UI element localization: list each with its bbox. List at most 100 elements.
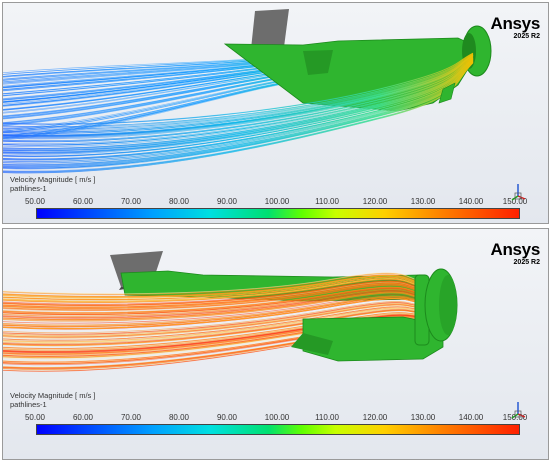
pathline xyxy=(3,272,424,295)
tick-label: 60.00 xyxy=(72,413,94,422)
legend-ticks: 50.00 60.00 70.00 80.00 90.00 100.00 110… xyxy=(13,413,527,423)
pathline-scene-top xyxy=(3,9,492,174)
tick-label: 80.00 xyxy=(168,413,190,422)
tick-label: 90.00 xyxy=(216,413,238,422)
pathline xyxy=(3,309,424,346)
pathline xyxy=(3,56,474,143)
legend-title: Velocity Magnitude [ m/s ] pathlines-1 xyxy=(10,391,95,409)
tick-label: 60.00 xyxy=(72,197,94,206)
tick-label: 70.00 xyxy=(120,197,142,206)
pathline xyxy=(3,56,474,146)
velocity-colorbar xyxy=(36,424,520,435)
pathline xyxy=(3,59,474,157)
pathline xyxy=(3,310,424,347)
tick-label: 110.00 xyxy=(315,413,339,422)
tick-label: 140.00 xyxy=(458,413,484,422)
tick-label: 130.00 xyxy=(410,197,436,206)
ansys-logo: Ansys 2025 R2 xyxy=(490,241,540,267)
pathline xyxy=(3,52,474,125)
pathline xyxy=(3,315,424,355)
pathline xyxy=(3,282,424,308)
pathline xyxy=(3,61,474,166)
axis-triad-icon[interactable] xyxy=(509,181,527,203)
pathline xyxy=(3,312,424,349)
pathline xyxy=(3,283,424,309)
pathline xyxy=(3,302,424,335)
pathline xyxy=(3,58,474,152)
pathline xyxy=(3,57,474,149)
pathline xyxy=(3,295,424,326)
pathline xyxy=(3,280,424,305)
pathline xyxy=(3,298,424,329)
brand-version: 2025 R2 xyxy=(513,259,540,266)
pathline xyxy=(3,307,424,343)
pathline xyxy=(3,60,474,164)
pathline xyxy=(3,303,424,337)
pathline xyxy=(3,57,474,147)
pathline xyxy=(3,54,474,131)
legend-quantity: Velocity Magnitude [ m/s ] xyxy=(10,175,96,184)
pathline xyxy=(3,56,474,142)
pathline xyxy=(3,287,424,315)
pathline xyxy=(3,58,474,153)
pathline xyxy=(3,58,474,155)
legend-ticks: 50.00 60.00 70.00 80.00 90.00 100.00 110… xyxy=(13,197,527,207)
pathline xyxy=(3,314,424,353)
axis-triad-icon[interactable] xyxy=(509,399,527,421)
legend-title: Velocity Magnitude [ m/s ] pathlines-1 xyxy=(10,175,95,193)
pathline xyxy=(3,301,424,334)
pathline xyxy=(3,286,424,313)
pathline xyxy=(3,289,424,317)
pathline xyxy=(3,308,424,345)
pathline xyxy=(3,302,424,336)
tick-label: 120.00 xyxy=(362,413,388,422)
pathline xyxy=(3,62,474,172)
pathline xyxy=(3,284,424,311)
pathline xyxy=(3,304,424,339)
legend-object: pathlines-1 xyxy=(10,400,47,409)
pathline xyxy=(3,53,474,130)
brand-version: 2025 R2 xyxy=(513,33,540,40)
pathline xyxy=(3,60,474,161)
pathline xyxy=(3,53,474,129)
tick-label: 150.00 xyxy=(502,197,528,206)
velocity-colorbar xyxy=(36,208,520,219)
pathline xyxy=(3,312,424,350)
pathline-scene-bottom xyxy=(3,251,458,372)
tick-label: 150.00 xyxy=(502,413,528,422)
pathline xyxy=(3,294,424,324)
pathline xyxy=(3,290,424,319)
pathline xyxy=(3,277,424,301)
pathline xyxy=(3,291,424,320)
brand-name: Ansys xyxy=(490,240,540,259)
pathline xyxy=(3,296,424,327)
pathline xyxy=(3,286,424,314)
tick-label: 50.00 xyxy=(24,197,46,206)
tick-label: 50.00 xyxy=(24,413,46,422)
ansys-logo: Ansys 2025 R2 xyxy=(490,15,540,41)
viewport-bottom[interactable]: Ansys 2025 R2 Velocity Magnitude [ m/s ]… xyxy=(2,228,549,460)
pathline xyxy=(3,304,424,338)
pathline xyxy=(3,60,474,162)
pathline xyxy=(3,62,474,174)
pathline xyxy=(3,55,474,140)
tick-label: 70.00 xyxy=(120,413,142,422)
fin-shape xyxy=(251,9,289,49)
tick-label: 130.00 xyxy=(410,413,436,422)
pathline xyxy=(3,55,474,137)
pathline xyxy=(3,54,474,134)
legend-quantity: Velocity Magnitude [ m/s ] xyxy=(10,391,96,400)
brand-name: Ansys xyxy=(490,14,540,33)
tick-label: 80.00 xyxy=(168,197,190,206)
pathline xyxy=(3,290,424,318)
tick-label: 120.00 xyxy=(362,197,388,206)
tick-label: 100.00 xyxy=(264,413,290,422)
pathline xyxy=(3,274,424,298)
pathline xyxy=(3,53,474,128)
pathline xyxy=(3,55,474,138)
viewport-top[interactable]: Ansys 2025 R2 Velocity Magnitude [ m/s ]… xyxy=(2,2,549,224)
pathline xyxy=(3,58,474,154)
pathline xyxy=(3,281,424,307)
pathline xyxy=(3,280,424,306)
pathline xyxy=(3,306,424,341)
